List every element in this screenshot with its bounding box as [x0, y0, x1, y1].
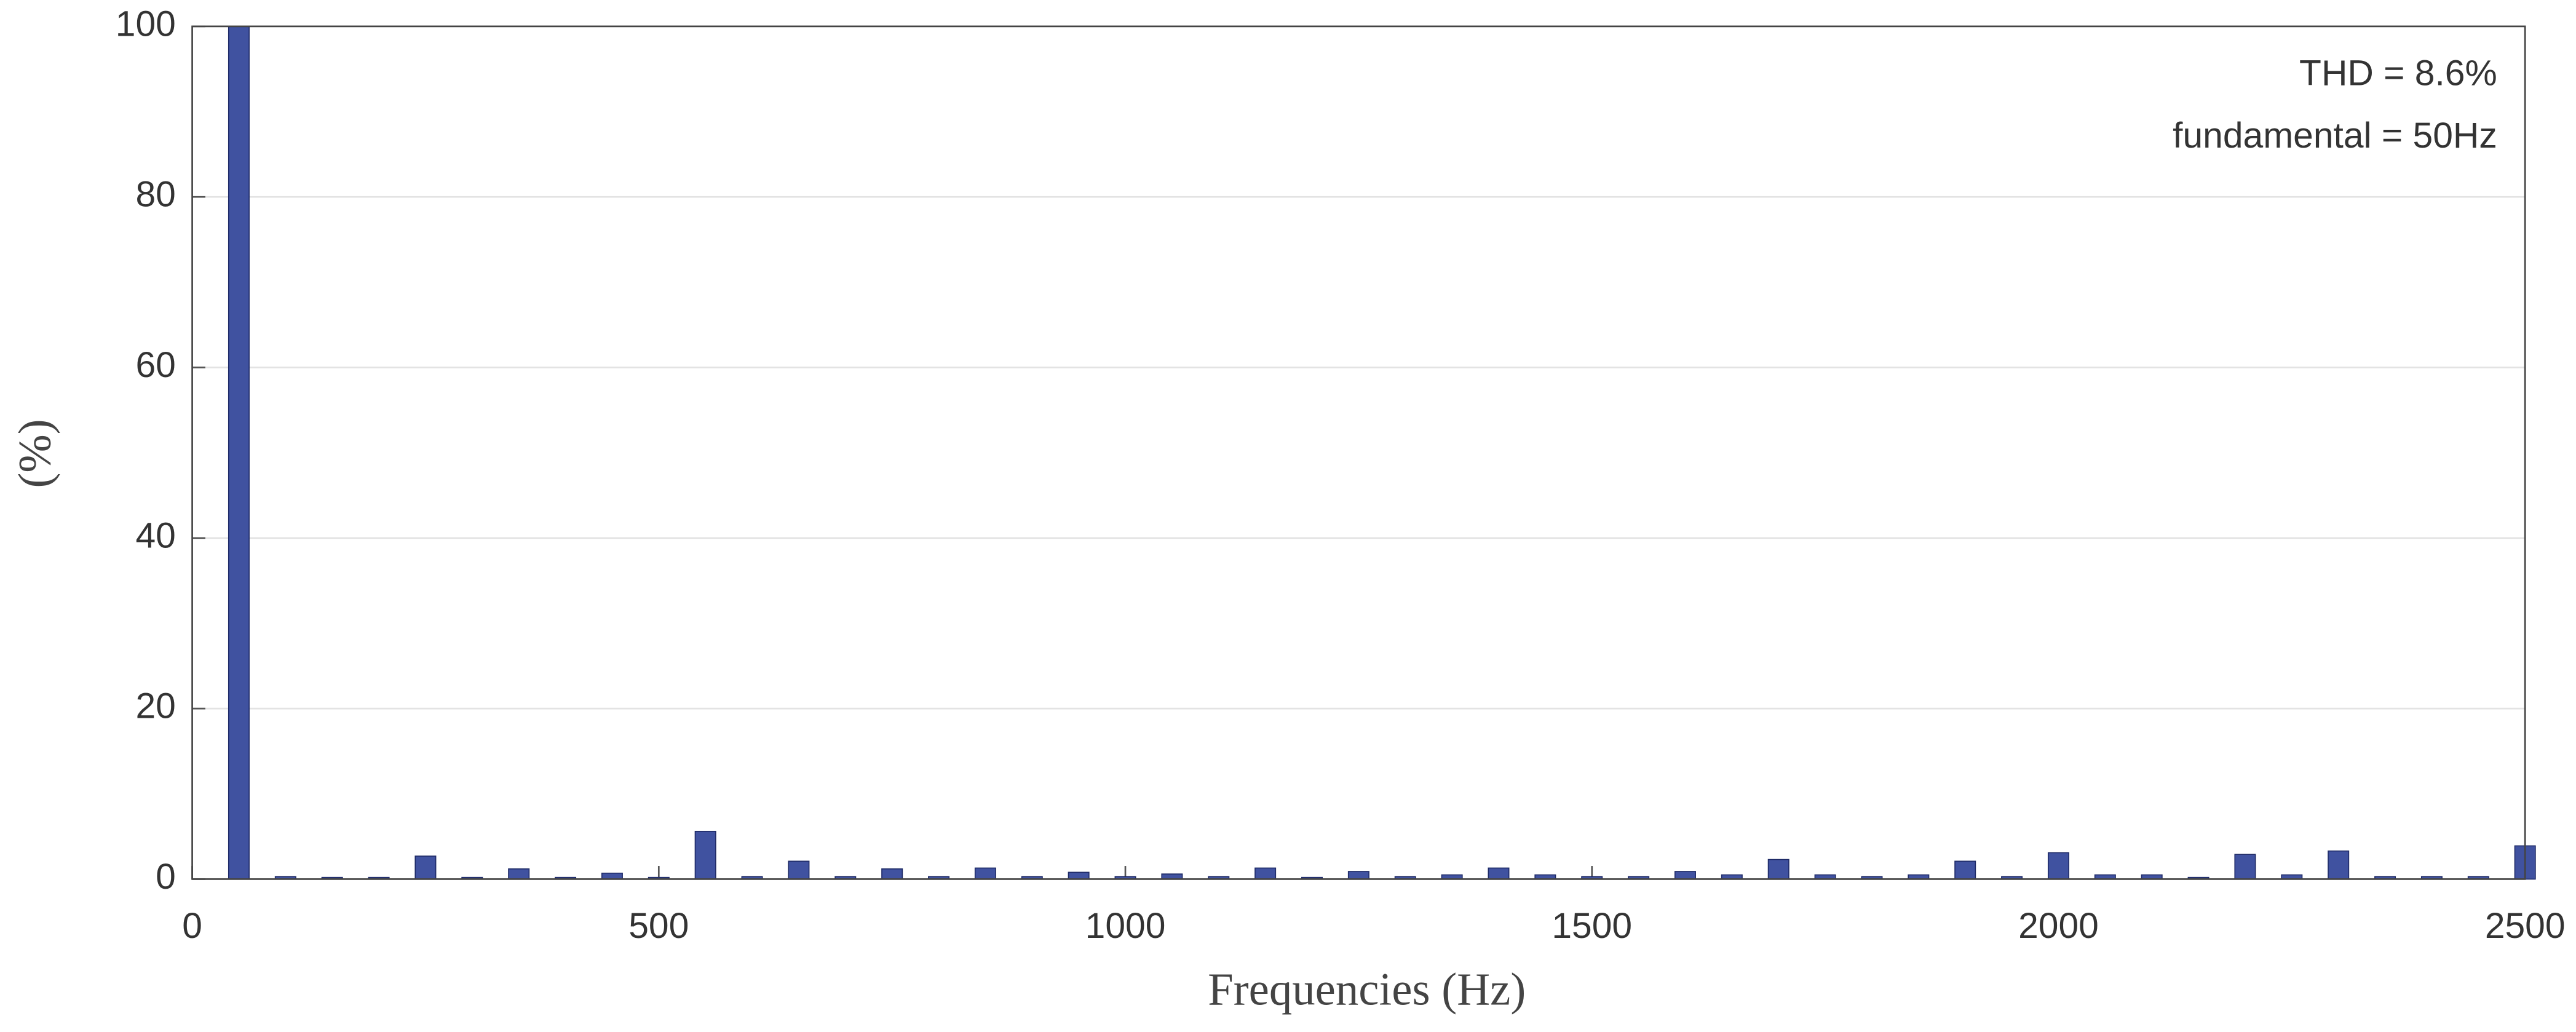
y-tick-label: 40	[135, 515, 175, 555]
annotation: THD = 8.6%	[2299, 54, 2497, 93]
bar	[1674, 871, 1696, 880]
bar	[881, 868, 903, 880]
bar	[508, 868, 530, 880]
x-tick-label: 500	[628, 906, 689, 946]
x-axis-label: Frequencies (Hz)	[1208, 964, 1526, 1015]
x-tick-label: 0	[182, 906, 202, 946]
x-tick-label: 1500	[1552, 906, 1632, 946]
bar	[974, 867, 996, 880]
bar	[1347, 871, 1369, 880]
bar	[2047, 852, 2069, 880]
bar	[414, 855, 437, 880]
y-tick-label: 20	[135, 686, 175, 726]
bar	[1488, 867, 1510, 880]
bar	[1254, 867, 1277, 880]
x-tick-label: 2500	[2485, 906, 2566, 946]
bar	[601, 872, 623, 880]
bar	[1954, 860, 1976, 880]
x-tick-label: 2000	[2018, 906, 2099, 946]
bar	[2328, 850, 2350, 880]
annotation: fundamental = 50Hz	[2173, 116, 2497, 156]
x-tick-label: 1000	[1085, 906, 1166, 946]
y-tick-label: 80	[135, 175, 175, 215]
bar	[694, 830, 716, 880]
bar	[1068, 871, 1090, 880]
bar	[1767, 859, 1789, 880]
plot-frame	[191, 25, 2526, 880]
y-tick-label: 100	[116, 4, 176, 44]
y-axis-label: (%)	[9, 419, 60, 488]
y-tick-label: 60	[135, 345, 175, 385]
bar	[2234, 854, 2256, 880]
bar	[228, 26, 250, 880]
y-tick-label: 0	[156, 857, 176, 897]
bar	[788, 860, 810, 880]
